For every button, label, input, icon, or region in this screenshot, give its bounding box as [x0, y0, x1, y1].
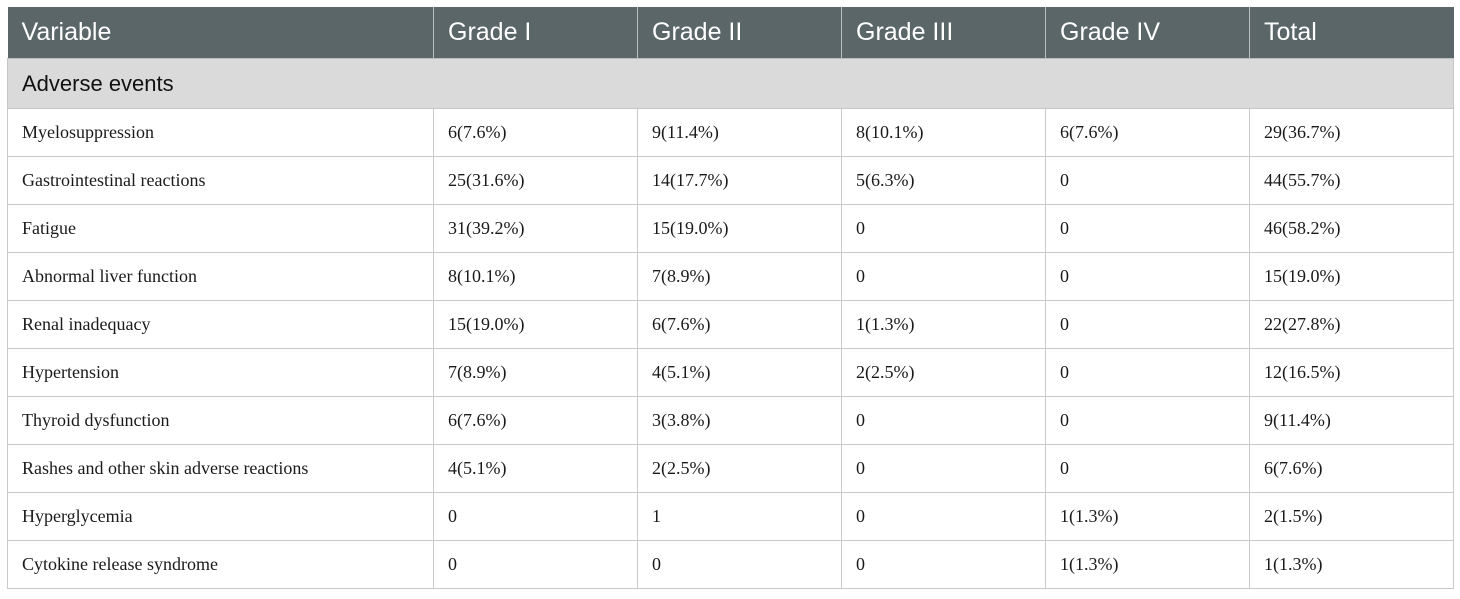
cell-grade-4: 1(1.3%)	[1045, 540, 1250, 589]
cell-grade-1: 4(5.1%)	[433, 444, 638, 493]
cell-grade-1: 31(39.2%)	[433, 204, 638, 253]
table-row: Fatigue 31(39.2%) 15(19.0%) 0 0 46(58.2%)	[7, 204, 1454, 253]
cell-grade-2: 0	[637, 540, 842, 589]
column-header-grade-3: Grade III	[841, 7, 1046, 59]
cell-grade-2: 6(7.6%)	[637, 300, 842, 349]
cell-total: 29(36.7%)	[1249, 108, 1454, 157]
cell-grade-4: 0	[1045, 252, 1250, 301]
cell-total: 22(27.8%)	[1249, 300, 1454, 349]
cell-grade-1: 6(7.6%)	[433, 108, 638, 157]
cell-grade-3: 0	[841, 204, 1046, 253]
cell-grade-4: 0	[1045, 156, 1250, 205]
cell-grade-2: 15(19.0%)	[637, 204, 842, 253]
cell-grade-3: 0	[841, 492, 1046, 541]
cell-variable: Gastrointestinal reactions	[7, 156, 434, 205]
cell-total: 44(55.7%)	[1249, 156, 1454, 205]
cell-variable: Myelosuppression	[7, 108, 434, 157]
cell-grade-4: 0	[1045, 204, 1250, 253]
cell-grade-4: 0	[1045, 348, 1250, 397]
cell-total: 6(7.6%)	[1249, 444, 1454, 493]
cell-total: 15(19.0%)	[1249, 252, 1454, 301]
cell-grade-1: 25(31.6%)	[433, 156, 638, 205]
table-row: Thyroid dysfunction 6(7.6%) 3(3.8%) 0 0 9(11.…	[7, 396, 1454, 445]
cell-grade-2: 3(3.8%)	[637, 396, 842, 445]
adverse-events-table: Variable Grade I Grade II Grade III Grad…	[7, 7, 1454, 589]
cell-grade-2: 2(2.5%)	[637, 444, 842, 493]
cell-grade-1: 0	[433, 492, 638, 541]
table-row: Abnormal liver function 8(10.1%) 7(8.9%) 0 0…	[7, 252, 1454, 301]
cell-grade-3: 0	[841, 444, 1046, 493]
table-row: Gastrointestinal reactions 25(31.6%) 14(17…	[7, 156, 1454, 205]
column-header-variable: Variable	[7, 7, 434, 59]
cell-variable: Hypertension	[7, 348, 434, 397]
cell-variable: Thyroid dysfunction	[7, 396, 434, 445]
cell-grade-3: 1(1.3%)	[841, 300, 1046, 349]
cell-grade-3: 2(2.5%)	[841, 348, 1046, 397]
cell-grade-4: 1(1.3%)	[1045, 492, 1250, 541]
column-header-grade-4: Grade IV	[1045, 7, 1250, 59]
cell-grade-3: 0	[841, 396, 1046, 445]
cell-grade-4: 0	[1045, 396, 1250, 445]
cell-grade-1: 8(10.1%)	[433, 252, 638, 301]
cell-total: 1(1.3%)	[1249, 540, 1454, 589]
cell-total: 2(1.5%)	[1249, 492, 1454, 541]
cell-variable: Renal inadequacy	[7, 300, 434, 349]
cell-variable: Fatigue	[7, 204, 434, 253]
cell-grade-2: 7(8.9%)	[637, 252, 842, 301]
column-header-grade-1: Grade I	[433, 7, 638, 59]
cell-grade-1: 7(8.9%)	[433, 348, 638, 397]
cell-total: 9(11.4%)	[1249, 396, 1454, 445]
cell-grade-2: 4(5.1%)	[637, 348, 842, 397]
cell-grade-2: 1	[637, 492, 842, 541]
column-header-grade-2: Grade II	[637, 7, 842, 59]
adverse-events-table-container: Variable Grade I Grade II Grade III Grad…	[7, 7, 1454, 589]
cell-grade-2: 14(17.7%)	[637, 156, 842, 205]
cell-total: 12(16.5%)	[1249, 348, 1454, 397]
table-row: Hypertension 7(8.9%) 4(5.1%) 2(2.5%) 0 12(16.…	[7, 348, 1454, 397]
cell-total: 46(58.2%)	[1249, 204, 1454, 253]
table-row: Renal inadequacy 15(19.0%) 6(7.6%) 1(1.3%) 0…	[7, 300, 1454, 349]
column-header-total: Total	[1249, 7, 1454, 59]
table-row: Myelosuppression 6(7.6%) 9(11.4%) 8(10.1%) 6…	[7, 108, 1454, 157]
cell-grade-4: 6(7.6%)	[1045, 108, 1250, 157]
cell-variable: Rashes and other skin adverse reactions	[7, 444, 434, 493]
cell-variable: Cytokine release syndrome	[7, 540, 434, 589]
cell-grade-1: 6(7.6%)	[433, 396, 638, 445]
cell-variable: Abnormal liver function	[7, 252, 434, 301]
cell-grade-3: 0	[841, 540, 1046, 589]
cell-grade-2: 9(11.4%)	[637, 108, 842, 157]
section-row: Adverse events	[7, 58, 1454, 109]
cell-grade-4: 0	[1045, 300, 1250, 349]
section-label: Adverse events	[7, 58, 1454, 109]
cell-variable: Hyperglycemia	[7, 492, 434, 541]
table-row: Rashes and other skin adverse reactions 4…	[7, 444, 1454, 493]
cell-grade-3: 0	[841, 252, 1046, 301]
table-row: Cytokine release syndrome 0 0 0 1(1.3%) 1(1.3…	[7, 540, 1454, 589]
table-row: Hyperglycemia 0 1 0 1(1.3%) 2(1.5%)	[7, 492, 1454, 541]
table-header-row: Variable Grade I Grade II Grade III Grad…	[7, 7, 1454, 59]
cell-grade-3: 8(10.1%)	[841, 108, 1046, 157]
cell-grade-1: 15(19.0%)	[433, 300, 638, 349]
cell-grade-3: 5(6.3%)	[841, 156, 1046, 205]
cell-grade-4: 0	[1045, 444, 1250, 493]
cell-grade-1: 0	[433, 540, 638, 589]
